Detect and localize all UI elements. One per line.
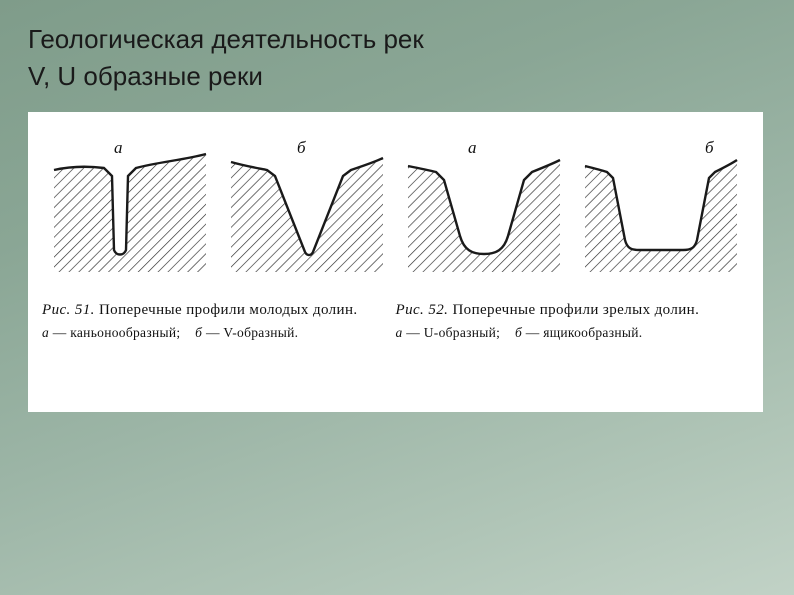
caption-prefix: Рис. 51. [42,302,95,318]
caption-key-a: а [396,325,403,340]
profile-svg-v [227,132,387,282]
caption-val-b: — V-образный. [206,325,298,340]
profile-label: а [468,138,477,158]
caption-key-a: а [42,325,49,340]
captions-row: Рис. 51. Поперечные профили молодых доли… [42,300,749,342]
slide-title: Геологическая деятельность рек [28,22,766,57]
caption-right: Рис. 52. Поперечные профили зрелых долин… [396,300,750,342]
profile-label: б [297,138,306,158]
caption-val-a: — каньонообразный; [53,325,181,340]
profiles-row: а б [42,122,749,282]
profile-fig52a: а [404,132,564,282]
profile-fig52b: б [581,132,741,282]
caption-main-right: Рис. 52. Поперечные профили зрелых долин… [396,300,750,320]
profile-label: а [114,138,123,158]
profile-svg-canyon [50,132,210,282]
caption-key-b: б [195,325,202,340]
profile-fig51a: а [50,132,210,282]
caption-sub-left: а — каньонообразный; б — V-образный. [42,324,396,342]
profile-fig51b: б [227,132,387,282]
caption-sub-right: а — U-образный; б — ящикообразный. [396,324,750,342]
figure-box: а б [28,112,763,412]
caption-prefix: Рис. 52. [396,302,449,318]
caption-val-b: — ящикообразный. [526,325,643,340]
caption-text: Поперечные профили зрелых долин. [452,302,699,318]
slide-subtitle: V, U образные реки [28,59,766,94]
caption-val-a: — U-образный; [406,325,500,340]
caption-left: Рис. 51. Поперечные профили молодых доли… [42,300,396,342]
caption-text: Поперечные профили молодых долин. [99,302,358,318]
profile-svg-box [581,132,741,282]
slide: Геологическая деятельность рек V, U обра… [0,0,794,595]
profile-svg-u [404,132,564,282]
profile-label: б [705,138,714,158]
caption-main-left: Рис. 51. Поперечные профили молодых доли… [42,300,396,320]
caption-key-b: б [515,325,522,340]
